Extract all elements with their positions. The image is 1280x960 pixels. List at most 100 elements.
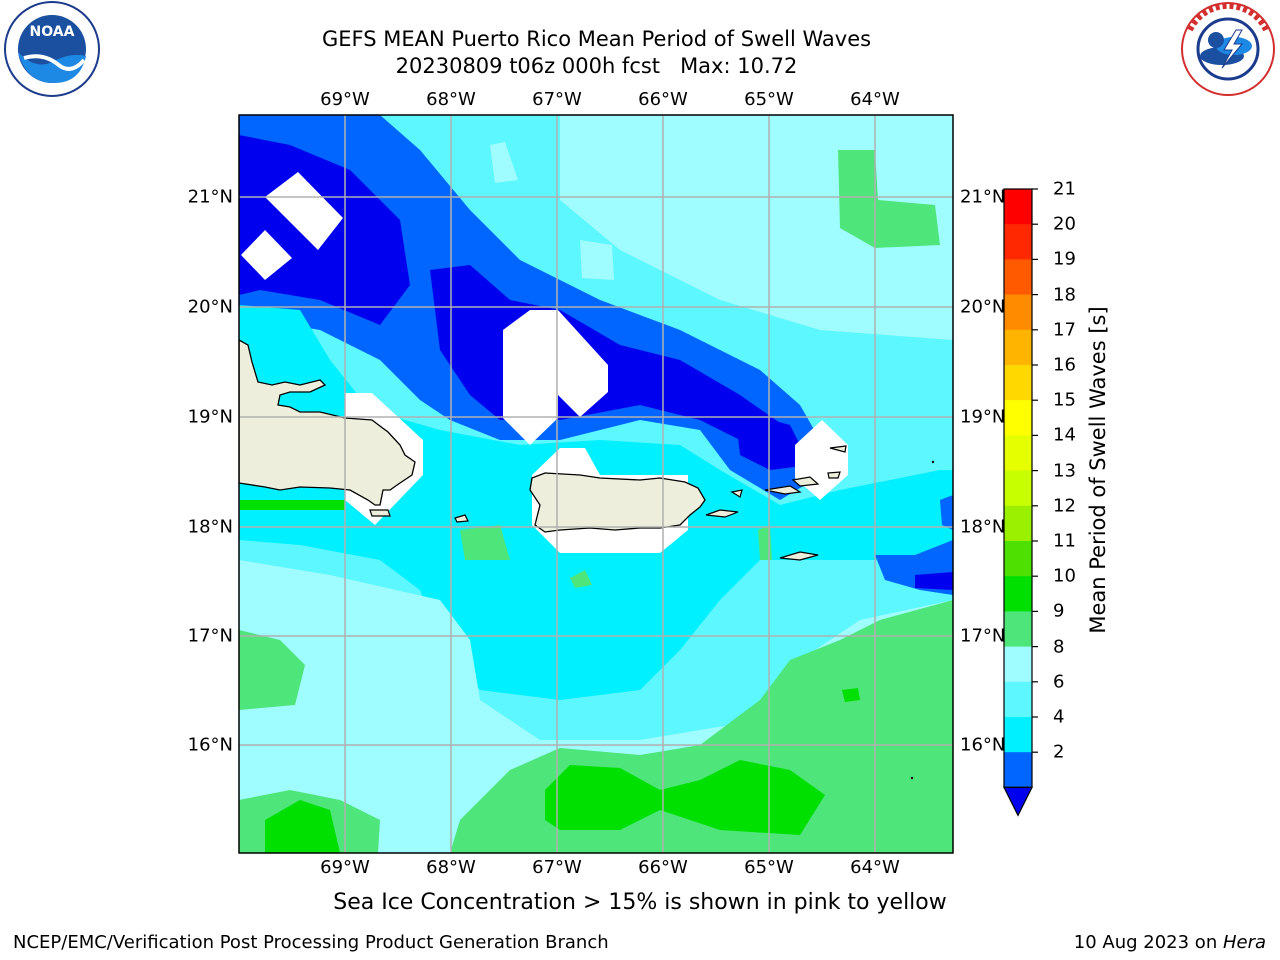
land-virgin-islands xyxy=(764,485,802,495)
lon-label-bottom: 64°W xyxy=(850,857,900,878)
lat-label-right: 17°N xyxy=(960,625,1006,647)
lat-label-right: 19°N xyxy=(960,406,1006,428)
colorbar-segment xyxy=(1004,259,1032,296)
nws-logo xyxy=(1176,0,1280,100)
land-hispaniola xyxy=(239,339,416,506)
lon-label-top: 65°W xyxy=(744,89,794,110)
field-deep-blue-se xyxy=(915,572,953,590)
lon-label-top: 69°W xyxy=(320,89,370,110)
colorbar-tick-label: 17 xyxy=(1053,319,1076,341)
land-tortola xyxy=(791,476,820,487)
colorbar-segment xyxy=(1004,611,1032,648)
colorbar-tick-label: 2 xyxy=(1053,741,1065,763)
colorbar-tick-label: 11 xyxy=(1053,530,1076,552)
land-dot xyxy=(931,460,935,464)
colorbar-tick-label: 10 xyxy=(1053,565,1076,587)
lat-label-left: 20°N xyxy=(187,296,233,318)
lon-label-bottom: 68°W xyxy=(426,857,476,878)
colorbar-tick-label: 6 xyxy=(1053,671,1065,693)
colorbar-segment xyxy=(1004,470,1032,507)
colorbar-tick-label: 15 xyxy=(1053,389,1076,411)
colorbar-tick-label: 20 xyxy=(1053,213,1076,235)
sea-ice-note: Sea Ice Concentration > 15% is shown in … xyxy=(0,890,1280,915)
colorbar-tick-label: 9 xyxy=(1053,600,1065,622)
lon-label-bottom: 69°W xyxy=(320,857,370,878)
field-pale-patch2 xyxy=(490,142,518,183)
colorbar-tick-label: 21 xyxy=(1053,178,1076,200)
land-vieques xyxy=(705,509,739,518)
lat-label-left: 21°N xyxy=(187,186,233,208)
colorbar xyxy=(1003,188,1038,817)
lat-label-left: 16°N xyxy=(187,734,233,756)
field-pale-patch xyxy=(580,240,614,280)
lon-label-top: 64°W xyxy=(850,89,900,110)
lat-label-left: 19°N xyxy=(187,406,233,428)
colorbar-tick-label: 18 xyxy=(1053,284,1076,306)
noaa-logo-text: NOAA xyxy=(30,24,75,40)
lat-label-right: 21°N xyxy=(960,186,1006,208)
colorbar-tick-label: 19 xyxy=(1053,248,1076,270)
lon-label-bottom: 67°W xyxy=(532,857,582,878)
footer-credit: NCEP/EMC/Verification Post Processing Pr… xyxy=(13,932,609,953)
colorbar-tick-label: 8 xyxy=(1053,636,1065,658)
lat-label-right: 20°N xyxy=(960,296,1006,318)
lon-label-top: 67°W xyxy=(532,89,582,110)
colorbar-segment xyxy=(1004,505,1032,542)
field-blue-east-edge xyxy=(940,495,953,530)
colorbar-segment xyxy=(1004,224,1032,260)
colorbar-segment xyxy=(1004,752,1032,788)
land-anegada xyxy=(827,471,841,479)
map-frame xyxy=(238,114,954,854)
field-green-topright xyxy=(838,150,940,248)
lon-label-bottom: 66°W xyxy=(638,857,688,878)
colorbar-segment xyxy=(1004,646,1032,683)
colorbar-extend-arrow xyxy=(1003,786,1033,817)
colorbar-segment xyxy=(1004,365,1032,401)
map-title-line1: GEFS MEAN Puerto Rico Mean Period of Swe… xyxy=(321,27,872,51)
colorbar-tick-label: 16 xyxy=(1053,354,1076,376)
colorbar-segment xyxy=(1004,717,1032,753)
lat-label-left: 17°N xyxy=(187,625,233,647)
colorbar-tick-label: 12 xyxy=(1053,495,1076,517)
colorbar-segment xyxy=(1004,294,1032,331)
lon-label-bottom: 65°W xyxy=(744,857,794,878)
field-green-sw xyxy=(239,630,305,710)
colorbar-segment xyxy=(1004,541,1032,577)
colorbar-segment xyxy=(1004,329,1032,366)
noaa-logo: NOAA xyxy=(0,0,110,100)
land-puerto-rico xyxy=(529,472,706,533)
colorbar-segment xyxy=(1004,435,1032,472)
colorbar-segment xyxy=(1004,576,1032,612)
field-green-patch2 xyxy=(570,570,592,588)
mask-area-1 xyxy=(265,172,343,250)
land-beata xyxy=(369,509,391,517)
lat-label-left: 18°N xyxy=(187,516,233,538)
colorbar-tick-label: 14 xyxy=(1053,424,1076,446)
lat-label-right: 16°N xyxy=(960,734,1006,756)
colorbar-frame xyxy=(1003,188,1033,789)
colorbar-segment xyxy=(1004,681,1032,718)
field-green-patch xyxy=(460,525,510,560)
swell-period-field xyxy=(239,115,953,853)
field-bright-green-south xyxy=(545,760,825,835)
lon-label-top: 66°W xyxy=(638,89,688,110)
colorbar-title: Mean Period of Swell Waves [s] xyxy=(1086,306,1110,634)
colorbar-segment xyxy=(1004,189,1032,225)
lat-label-right: 18°N xyxy=(960,516,1006,538)
field-bright-green-dot xyxy=(842,688,860,702)
colorbar-tick-label: 13 xyxy=(1053,460,1076,482)
land-dot2 xyxy=(910,776,914,780)
map-grid xyxy=(239,115,953,853)
footer-host: Hera xyxy=(1222,932,1266,953)
lon-label-top: 68°W xyxy=(426,89,476,110)
field-deep-blue-east xyxy=(735,410,810,470)
colorbar-segment xyxy=(1004,400,1032,436)
mask-area-2 xyxy=(241,230,292,280)
map-title-line2: 20230809 t06z 000h fcst Max: 10.72 xyxy=(395,54,798,78)
field-bright-green-strip xyxy=(240,500,345,510)
field-green-patch3 xyxy=(758,525,772,560)
land-mona xyxy=(454,514,469,523)
field-bright-green-sw xyxy=(265,800,340,853)
land-culebra xyxy=(730,489,743,498)
